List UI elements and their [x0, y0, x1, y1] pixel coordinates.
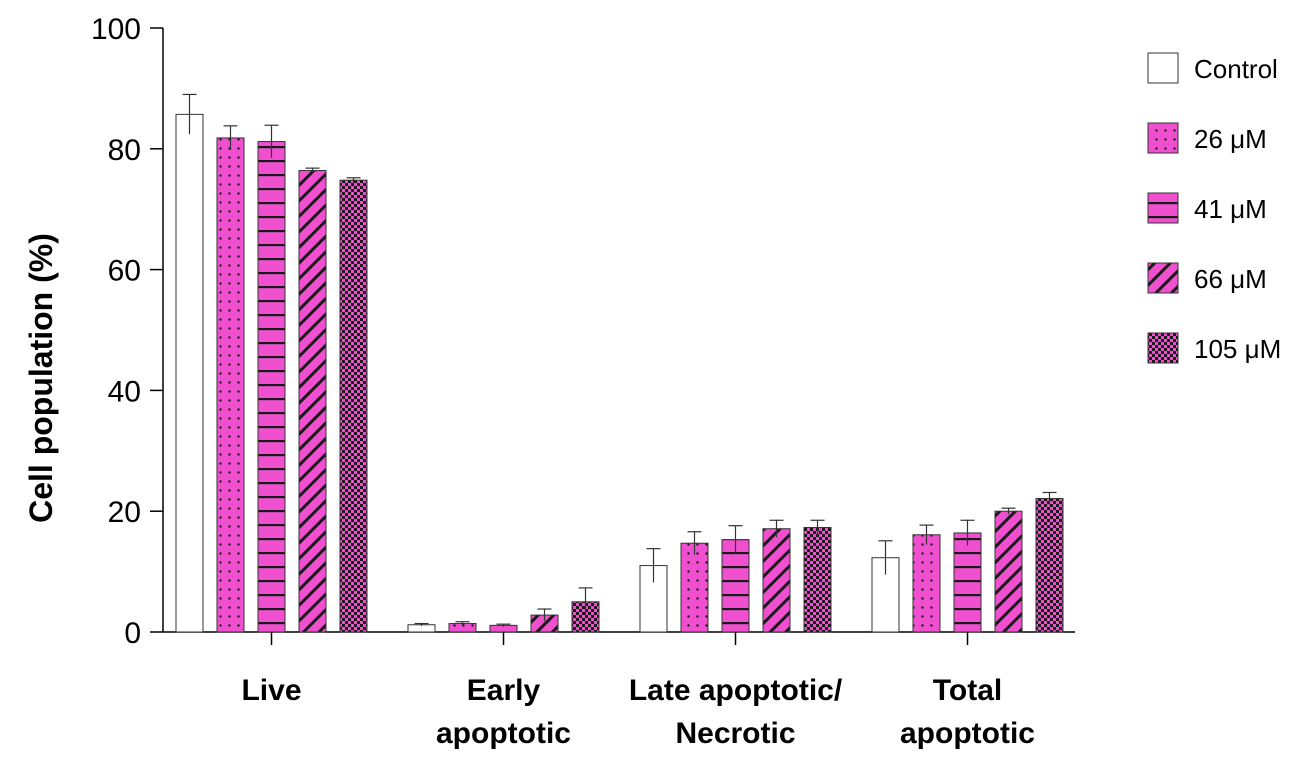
- legend-swatch: [1147, 192, 1179, 224]
- legend-swatch: [1147, 332, 1179, 364]
- legend-swatch: [1147, 52, 1179, 84]
- bar: [298, 170, 327, 633]
- bar: [257, 141, 286, 633]
- y-axis-label: Cell population (%): [23, 233, 59, 523]
- bar: [994, 510, 1023, 633]
- x-category-label: Late apoptotic/Necrotic: [629, 674, 843, 750]
- legend-label: 105 μM: [1194, 334, 1281, 364]
- bar: [1035, 498, 1064, 633]
- legend-label: Control: [1194, 54, 1278, 84]
- y-axis: 0 20 40 60 80 100: [91, 13, 164, 650]
- legend-label: 41 μM: [1194, 194, 1267, 224]
- y-tick-label: 40: [108, 375, 141, 408]
- legend-label: 26 μM: [1194, 124, 1267, 154]
- legend-label: 66 μM: [1194, 264, 1267, 294]
- bar: [216, 137, 245, 633]
- y-tick-label: 100: [91, 13, 141, 46]
- legend-swatch: [1147, 122, 1179, 154]
- x-category-label: Early apoptotic: [436, 674, 571, 750]
- x-axis: Live Early apoptotic Late apoptotic/Necroti…: [163, 631, 1075, 750]
- bar: [803, 527, 832, 633]
- bars: [175, 93, 1064, 633]
- x-category-label: Live: [241, 674, 301, 707]
- legend-swatch: [1147, 262, 1179, 294]
- legend: Control 26 μM 41 μM 66 μM 105 μM: [1147, 52, 1281, 364]
- bar: [953, 532, 982, 633]
- bar: [339, 179, 368, 633]
- y-tick-label: 60: [108, 255, 141, 288]
- bar: [762, 528, 791, 633]
- y-tick-label: 20: [108, 496, 141, 529]
- bar: [175, 113, 204, 633]
- bar: [680, 542, 709, 633]
- x-category-label: Total apoptotic: [900, 674, 1035, 750]
- y-tick-label: 80: [108, 134, 141, 167]
- bar: [912, 534, 941, 633]
- y-tick-label: 0: [124, 617, 141, 650]
